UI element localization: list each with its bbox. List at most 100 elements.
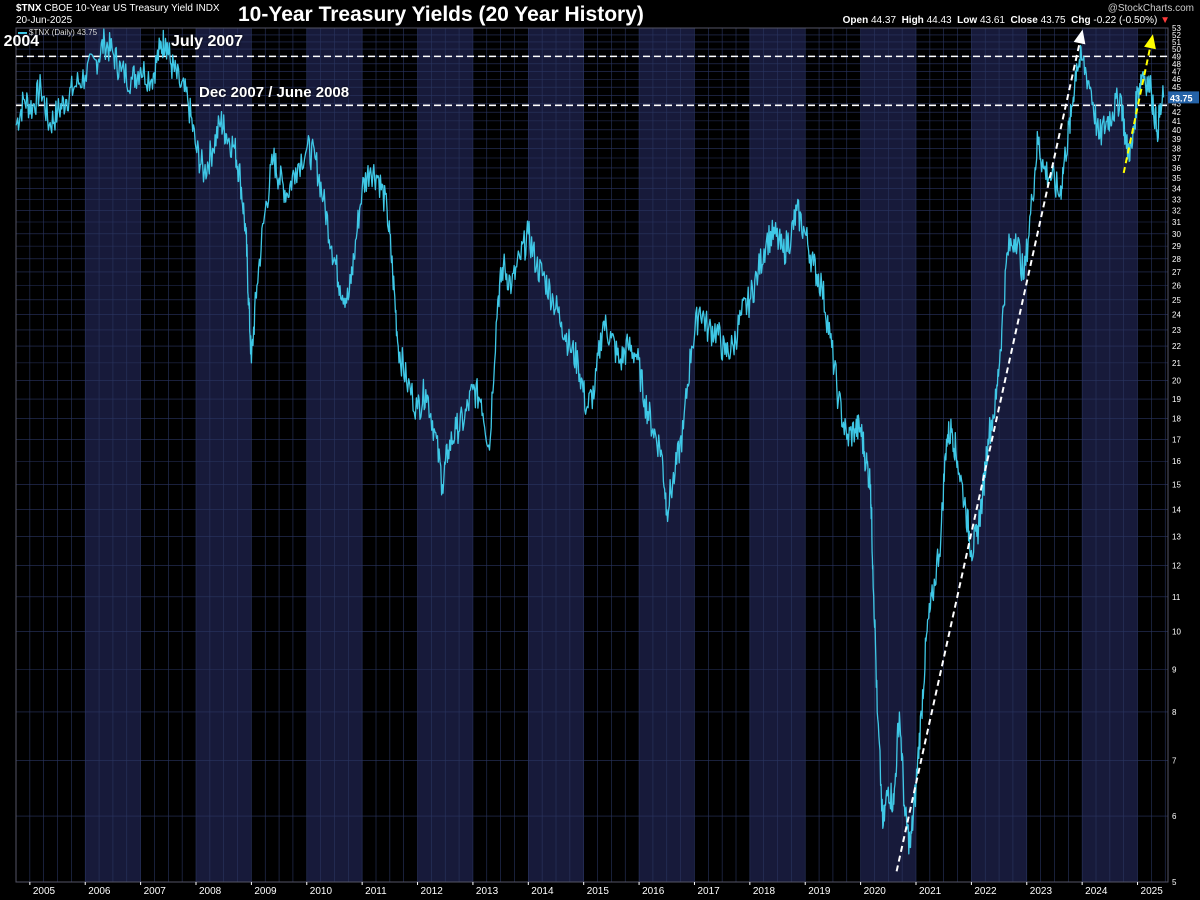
open-label: Open [842, 15, 869, 26]
chart-title: 10-Year Treasury Yields (20 Year History… [238, 3, 644, 26]
x-tick-label: 2008 [199, 886, 222, 897]
y-tick-label: 15 [1172, 481, 1181, 490]
down-arrow-icon: ▼ [1160, 15, 1170, 26]
x-tick-label: 2012 [421, 886, 444, 897]
x-tick-label: 2024 [1085, 886, 1108, 897]
grid-lines [15, 27, 1169, 883]
x-tick-label: 2009 [254, 886, 277, 897]
y-tick-label: 51 [1172, 38, 1181, 47]
x-axis: 2005 2006 2007 2008 2009 2010 2011 2012 2013 2014… [29, 882, 1164, 897]
y-tick-label: 46 [1172, 75, 1181, 84]
high-value: 44.43 [926, 15, 952, 26]
x-tick-label: 2006 [88, 886, 111, 897]
y-tick-label: 36 [1172, 164, 1181, 173]
reference-lines [16, 55, 1168, 107]
y-tick-label: 40 [1172, 126, 1181, 135]
legend-label: $TNX (Daily) 43.75 [29, 28, 98, 37]
series-line [15, 28, 1165, 855]
x-tick-label: 2010 [310, 886, 333, 897]
x-tick-label: 2011 [365, 886, 387, 897]
y-tick-label: 41 [1172, 117, 1181, 126]
y-tick-label: 27 [1172, 268, 1181, 277]
y-tick-label: 48 [1172, 60, 1181, 69]
y-tick-label: 32 [1172, 207, 1181, 216]
y-tick-label: 25 [1172, 296, 1181, 305]
x-tick-label: 2021 [919, 886, 942, 897]
y-tick-label: 11 [1172, 593, 1181, 602]
x-tick-label: 2020 [864, 886, 887, 897]
y-tick-label: 34 [1172, 185, 1181, 194]
description-label: CBOE 10-Year US Treasury Yield INDX [44, 3, 220, 14]
watermark: @StockCharts.com [1107, 3, 1194, 14]
symbol-label: $TNX [16, 3, 42, 14]
y-tick-label: 23 [1172, 326, 1181, 335]
y-tick-label: 18 [1172, 415, 1181, 424]
y-tick-label: 45 [1172, 83, 1181, 92]
x-tick-label: 2017 [697, 886, 720, 897]
plot-border [15, 27, 1169, 883]
y-tick-label: 12 [1172, 561, 1181, 570]
y-tick-label: 52 [1172, 31, 1181, 40]
y-tick-label: 33 [1172, 195, 1181, 204]
y-tick-label: 5 [1172, 878, 1177, 887]
trend-arrowhead [1144, 34, 1156, 50]
legend: $TNX (Daily) 43.75 [18, 28, 97, 37]
trend-lines [895, 29, 1156, 872]
y-tick-label: 35 [1172, 174, 1181, 183]
y-axis: 5 6 7 8 9 10 11 12 13 14 15 16 17 18 19 20 21 22 23 24 25 26 2… [1172, 24, 1181, 887]
chg-label: Chg [1071, 15, 1091, 26]
y-tick-label: 26 [1172, 282, 1181, 291]
trend-line [895, 31, 1084, 872]
annotation-label: July 2007 [171, 33, 244, 50]
y-tick-label: 17 [1172, 435, 1181, 444]
x-tick-label: 2022 [974, 886, 997, 897]
y-tick-label: 21 [1172, 359, 1181, 368]
chg-value: -0.22 (-0.50%) [1093, 15, 1158, 26]
y-tick-label: 31 [1172, 218, 1181, 227]
annotation-label: May 2004 [0, 33, 40, 50]
year-bands [16, 28, 1168, 882]
y-tick-label: 30 [1172, 230, 1181, 239]
y-tick-label: 39 [1172, 135, 1181, 144]
date-label: 20-Jun-2025 [16, 15, 73, 26]
y-tick-label: 7 [1172, 756, 1177, 765]
close-value: 43.75 [1040, 15, 1066, 26]
y-tick-label: 8 [1172, 708, 1177, 717]
y-tick-label: 16 [1172, 457, 1181, 466]
y-tick-label: 29 [1172, 242, 1181, 251]
last-value-marker [1168, 91, 1199, 104]
y-tick-label: 28 [1172, 255, 1181, 264]
series-layer: 43.75 [15, 28, 1199, 855]
y-tick-label: 9 [1172, 665, 1177, 674]
low-value: 43.61 [979, 15, 1005, 26]
low-label: Low [957, 15, 978, 26]
y-tick-label: 43 [1172, 100, 1181, 109]
y-tick-label: 50 [1172, 45, 1181, 54]
ohlc-readout: Open 44.37 High 44.43 Low 43.61 Close 43… [843, 15, 1170, 26]
y-tick-label: 42 [1172, 108, 1181, 117]
x-tick-label: 2023 [1030, 886, 1053, 897]
trend-line [1122, 36, 1154, 174]
x-tick-label: 2005 [33, 886, 56, 897]
annotation-label: Dec 2007 / June 2008 [199, 84, 350, 101]
y-tick-label: 49 [1172, 52, 1181, 61]
trend-arrowhead [1073, 29, 1086, 45]
y-tick-label: 38 [1172, 144, 1181, 153]
high-label: High [901, 15, 924, 26]
x-tick-label: 2019 [808, 886, 831, 897]
y-tick-label: 10 [1172, 627, 1181, 636]
y-tick-label: 24 [1172, 311, 1181, 320]
y-tick-label: 6 [1172, 812, 1177, 821]
x-tick-label: 2025 [1141, 886, 1164, 897]
y-tick-label: 22 [1172, 342, 1181, 351]
y-tick-label: 19 [1172, 395, 1181, 404]
legend-swatch [18, 31, 27, 34]
x-tick-label: 2013 [476, 886, 499, 897]
x-tick-label: 2007 [144, 886, 167, 897]
y-tick-label: 53 [1172, 24, 1181, 33]
close-label: Close [1010, 15, 1038, 26]
y-tick-label: 37 [1172, 154, 1181, 163]
y-tick-label: 20 [1172, 377, 1181, 386]
y-tick-label: 47 [1172, 67, 1181, 76]
